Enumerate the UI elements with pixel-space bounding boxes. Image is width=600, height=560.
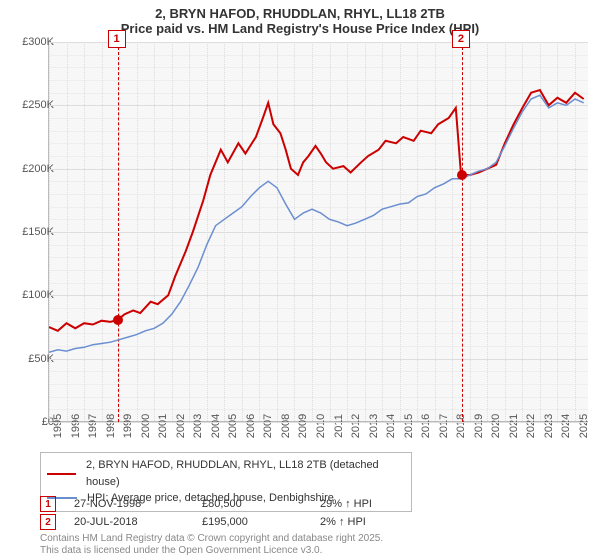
transaction-delta: 29% ↑ HPI	[320, 498, 372, 510]
title-block: 2, BRYN HAFOD, RHUDDLAN, RHYL, LL18 2TB …	[0, 0, 600, 38]
transaction-marker: 1	[40, 496, 56, 512]
transaction-marker: 2	[40, 514, 56, 530]
transaction-date: 20-JUL-2018	[74, 516, 184, 528]
marker-dot	[113, 315, 123, 325]
gridline-h	[49, 422, 588, 423]
plot-area	[48, 42, 588, 422]
footer-text: Contains HM Land Registry data © Crown c…	[40, 533, 383, 557]
marker-dot	[457, 170, 467, 180]
transaction-row: 2 20-JUL-2018 £195,000 2% ↑ HPI	[40, 514, 560, 530]
marker-number-box: 1	[108, 30, 126, 48]
legend-row: 2, BRYN HAFOD, RHUDDLAN, RHYL, LL18 2TB …	[47, 457, 405, 490]
legend-swatch	[47, 473, 76, 475]
footer-line2: This data is licensed under the Open Gov…	[40, 545, 383, 557]
title-address: 2, BRYN HAFOD, RHUDDLAN, RHYL, LL18 2TB	[10, 6, 590, 21]
marker-number-box: 2	[452, 30, 470, 48]
footer-line1: Contains HM Land Registry data © Crown c…	[40, 533, 383, 545]
chart-container: 2, BRYN HAFOD, RHUDDLAN, RHYL, LL18 2TB …	[0, 0, 600, 560]
transaction-price: £80,500	[202, 498, 302, 510]
chart-svg	[49, 42, 589, 422]
series-line-hpi	[49, 95, 584, 352]
transaction-delta: 2% ↑ HPI	[320, 516, 366, 528]
transaction-date: 27-NOV-1998	[74, 498, 184, 510]
legend-label: 2, BRYN HAFOD, RHUDDLAN, RHYL, LL18 2TB …	[86, 457, 405, 490]
transaction-row: 1 27-NOV-1998 £80,500 29% ↑ HPI	[40, 496, 560, 512]
transaction-price: £195,000	[202, 516, 302, 528]
title-subtitle: Price paid vs. HM Land Registry's House …	[10, 21, 590, 36]
